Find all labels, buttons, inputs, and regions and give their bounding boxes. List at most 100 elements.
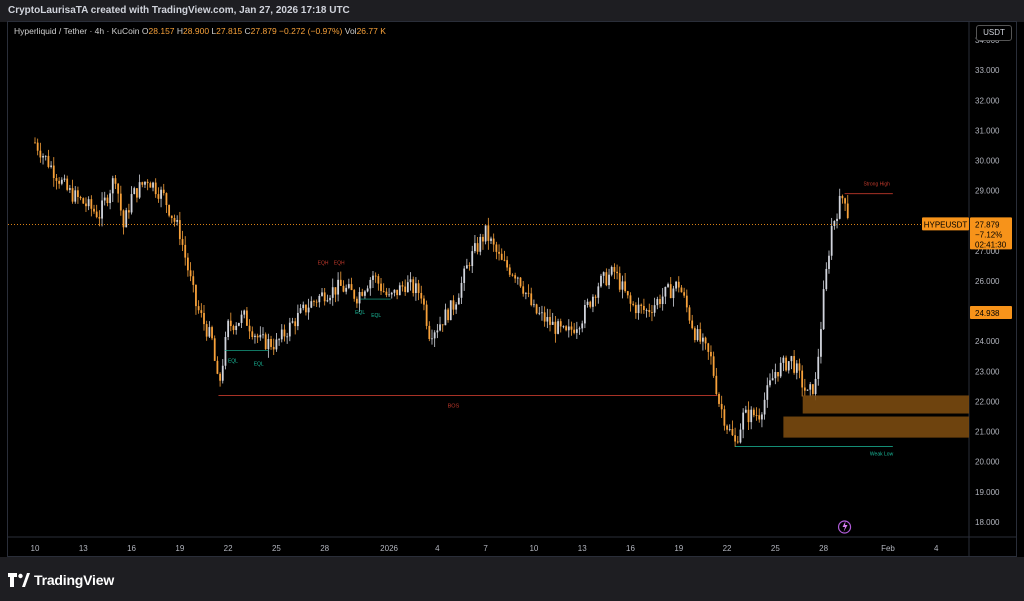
candle-body[interactable]	[683, 292, 686, 296]
candle-body[interactable]	[93, 208, 95, 212]
candle-body[interactable]	[592, 296, 594, 307]
candle-body[interactable]	[535, 304, 538, 314]
candle-body[interactable]	[538, 312, 541, 314]
candle-body[interactable]	[557, 321, 559, 334]
candle-body[interactable]	[377, 276, 380, 284]
candle-body[interactable]	[326, 300, 329, 302]
candle-body[interactable]	[739, 429, 742, 443]
candle-body[interactable]	[782, 357, 785, 363]
candle-body[interactable]	[109, 193, 112, 204]
candle-body[interactable]	[777, 372, 779, 377]
candle-body[interactable]	[554, 321, 557, 334]
candle-body[interactable]	[474, 243, 476, 252]
candle-body[interactable]	[608, 274, 610, 286]
candle-body[interactable]	[645, 310, 648, 311]
candle-body[interactable]	[127, 210, 130, 213]
candle-body[interactable]	[339, 279, 342, 286]
candle-body[interactable]	[460, 282, 463, 298]
chart-frame[interactable]	[7, 21, 1017, 557]
candle-body[interactable]	[672, 288, 675, 299]
candle-body[interactable]	[270, 339, 272, 347]
candle-body[interactable]	[412, 279, 415, 294]
candle-body[interactable]	[761, 414, 763, 420]
candle-body[interactable]	[578, 328, 581, 330]
candle-body[interactable]	[597, 286, 600, 298]
candle-body[interactable]	[404, 286, 407, 293]
candle-body[interactable]	[240, 314, 243, 323]
candle-body[interactable]	[731, 429, 734, 436]
candle-body[interactable]	[752, 409, 755, 416]
candle-body[interactable]	[165, 193, 168, 206]
candle-body[interactable]	[272, 346, 275, 350]
candle-body[interactable]	[235, 325, 238, 331]
candle-body[interactable]	[409, 279, 412, 283]
candle-body[interactable]	[321, 292, 323, 296]
candle-body[interactable]	[138, 182, 141, 198]
candle-body[interactable]	[133, 188, 136, 195]
candle-body[interactable]	[229, 320, 232, 327]
candle-body[interactable]	[353, 290, 356, 299]
candle-body[interactable]	[364, 291, 366, 296]
candle-body[interactable]	[715, 375, 718, 395]
candle-body[interactable]	[613, 267, 616, 272]
candle-body[interactable]	[251, 331, 254, 337]
candle-body[interactable]	[192, 276, 195, 285]
candle-body[interactable]	[98, 217, 101, 219]
candle-body[interactable]	[463, 268, 466, 283]
candle-body[interactable]	[275, 339, 278, 350]
candle-body[interactable]	[594, 296, 597, 298]
candle-body[interactable]	[527, 292, 530, 294]
candle-body[interactable]	[425, 304, 428, 326]
candle-body[interactable]	[632, 303, 635, 305]
candle-body[interactable]	[385, 291, 388, 296]
candle-body[interactable]	[103, 197, 106, 201]
candle-body[interactable]	[382, 291, 385, 292]
candle-body[interactable]	[551, 321, 554, 325]
candle-body[interactable]	[101, 200, 103, 219]
candle-body[interactable]	[200, 310, 203, 313]
candle-body[interactable]	[428, 325, 431, 339]
candle-body[interactable]	[208, 327, 211, 337]
candle-body[interactable]	[758, 415, 761, 420]
candle-body[interactable]	[205, 324, 208, 337]
candle-body[interactable]	[278, 339, 280, 341]
currency-button[interactable]: USDT	[976, 25, 1012, 41]
candle-body[interactable]	[243, 310, 246, 315]
candle-body[interactable]	[431, 338, 433, 340]
candle-body[interactable]	[160, 189, 162, 199]
candle-body[interactable]	[616, 271, 618, 274]
candle-body[interactable]	[846, 203, 849, 218]
candle-body[interactable]	[830, 225, 833, 256]
candle-body[interactable]	[396, 289, 399, 296]
candle-body[interactable]	[600, 275, 602, 287]
candle-body[interactable]	[838, 195, 841, 219]
candle-body[interactable]	[793, 356, 796, 373]
candle-body[interactable]	[581, 323, 584, 329]
candle-body[interactable]	[779, 362, 782, 377]
candle-body[interactable]	[787, 361, 790, 371]
candle-body[interactable]	[549, 316, 551, 325]
candle-body[interactable]	[256, 335, 259, 338]
candle-body[interactable]	[744, 409, 747, 413]
candle-body[interactable]	[511, 274, 514, 276]
candle-body[interactable]	[197, 306, 200, 311]
candle-body[interactable]	[60, 179, 63, 184]
candle-body[interactable]	[283, 329, 286, 337]
candle-body[interactable]	[68, 188, 71, 190]
candle-body[interactable]	[82, 198, 85, 204]
candle-body[interactable]	[154, 182, 157, 195]
candle-body[interactable]	[55, 178, 58, 181]
candle-body[interactable]	[79, 196, 82, 199]
candle-body[interactable]	[406, 282, 409, 293]
candle-body[interactable]	[176, 220, 179, 222]
candle-body[interactable]	[125, 210, 128, 228]
candle-body[interactable]	[516, 277, 519, 279]
candle-body[interactable]	[763, 399, 766, 415]
candle-body[interactable]	[624, 281, 627, 292]
tradingview-logo[interactable]: TradingView	[8, 572, 114, 588]
candle-body[interactable]	[656, 299, 659, 306]
candle-body[interactable]	[439, 324, 441, 331]
candle-body[interactable]	[524, 292, 527, 294]
candle-body[interactable]	[567, 326, 570, 331]
candle-body[interactable]	[361, 292, 364, 296]
